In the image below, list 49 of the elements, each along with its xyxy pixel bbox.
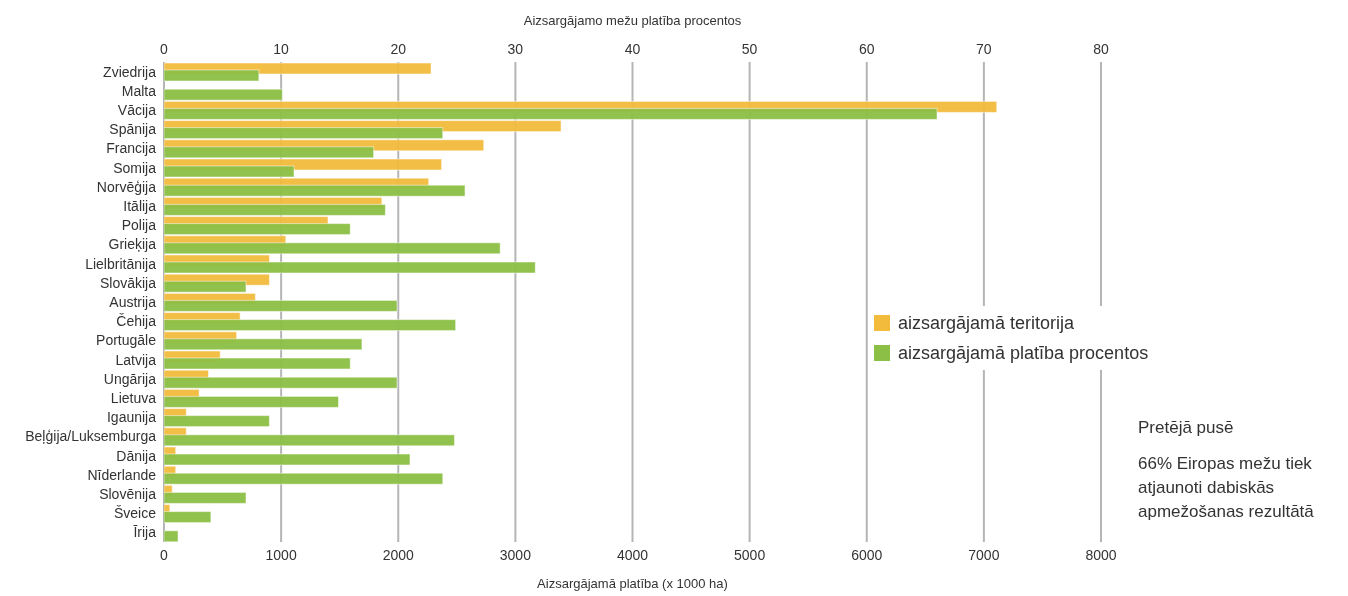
y-tick-label: Lietuva — [110, 389, 157, 406]
x2-axis-title: Aizsargājamo mežu platība procentos — [523, 13, 742, 29]
x2-tick-label: 10 — [273, 41, 290, 57]
x2-tick-label: 60 — [858, 41, 875, 57]
y-tick-label: Itālija — [123, 197, 157, 214]
y-tick-label: Slovākija — [99, 274, 157, 291]
y-tick-label: Dānija — [116, 447, 157, 464]
x-axis-title: Aizsargājamā platība (x 1000 ha) — [537, 576, 728, 591]
y-tick-label: Šveice — [113, 505, 157, 522]
y-tick-label: Norvēģija — [96, 178, 157, 195]
legend-label: aizsargājamā platība procentos — [898, 342, 1149, 364]
y-tick-label: Nīderlande — [87, 466, 157, 483]
x-tick-label: 6000 — [851, 546, 883, 563]
y-tick-label: Zviedrija — [103, 63, 157, 80]
x-tick-label: 1000 — [265, 546, 297, 563]
y-tick-label: Ungārija — [103, 370, 157, 387]
y-tick-label: Lielbritānija — [85, 255, 157, 272]
x-tick-label: 3000 — [499, 546, 532, 563]
y-tick-label: Malta — [121, 82, 157, 99]
text: 66% Eiropas mežu tiek atjaunoti dabiskās apmežošanas rezultātā — [1138, 453, 1315, 523]
y-tick-label: Austrija — [109, 293, 157, 310]
x-tick-label: 4000 — [616, 546, 649, 563]
y-tick-label: Polija — [121, 217, 157, 234]
y-tick-label: Francija — [106, 140, 157, 157]
y-tick-label: Spānija — [109, 121, 157, 138]
x2-tick-label: 30 — [507, 41, 524, 57]
x2-tick-label: 80 — [1093, 41, 1109, 57]
x2-tick-label: 70 — [976, 41, 992, 57]
y-tick-label: Somija — [113, 159, 157, 176]
x-tick-label: 8000 — [1085, 546, 1117, 563]
y-tick-label: Grieķija — [108, 236, 157, 253]
y-tick-label: Portugāle — [96, 332, 157, 349]
x2-tick-label: 40 — [624, 41, 641, 57]
x-tick-label: 0 — [160, 546, 169, 563]
x2-tick-label: 20 — [390, 41, 407, 57]
x-tick-label: 7000 — [968, 546, 1000, 563]
y-tick-label: Īrija — [133, 524, 157, 541]
y-tick-label: Vācija — [117, 101, 157, 118]
x-tick-label: 2000 — [382, 546, 415, 563]
y-tick-label: Beļģija/Luksemburga — [25, 428, 157, 445]
y-tick-label: Čehija — [116, 313, 157, 330]
legend-label: aizsargājamā teritorija — [898, 312, 1075, 334]
x2-tick-label: 50 — [741, 41, 758, 57]
y-tick-label: Slovēnija — [99, 485, 157, 502]
text: Pretējā pusē — [1138, 417, 1235, 439]
y-tick-label: Igaunija — [106, 409, 157, 426]
x-tick-label: 5000 — [734, 546, 766, 563]
x2-tick-label: 0 — [160, 41, 169, 57]
y-tick-label: Latvija — [115, 351, 157, 368]
